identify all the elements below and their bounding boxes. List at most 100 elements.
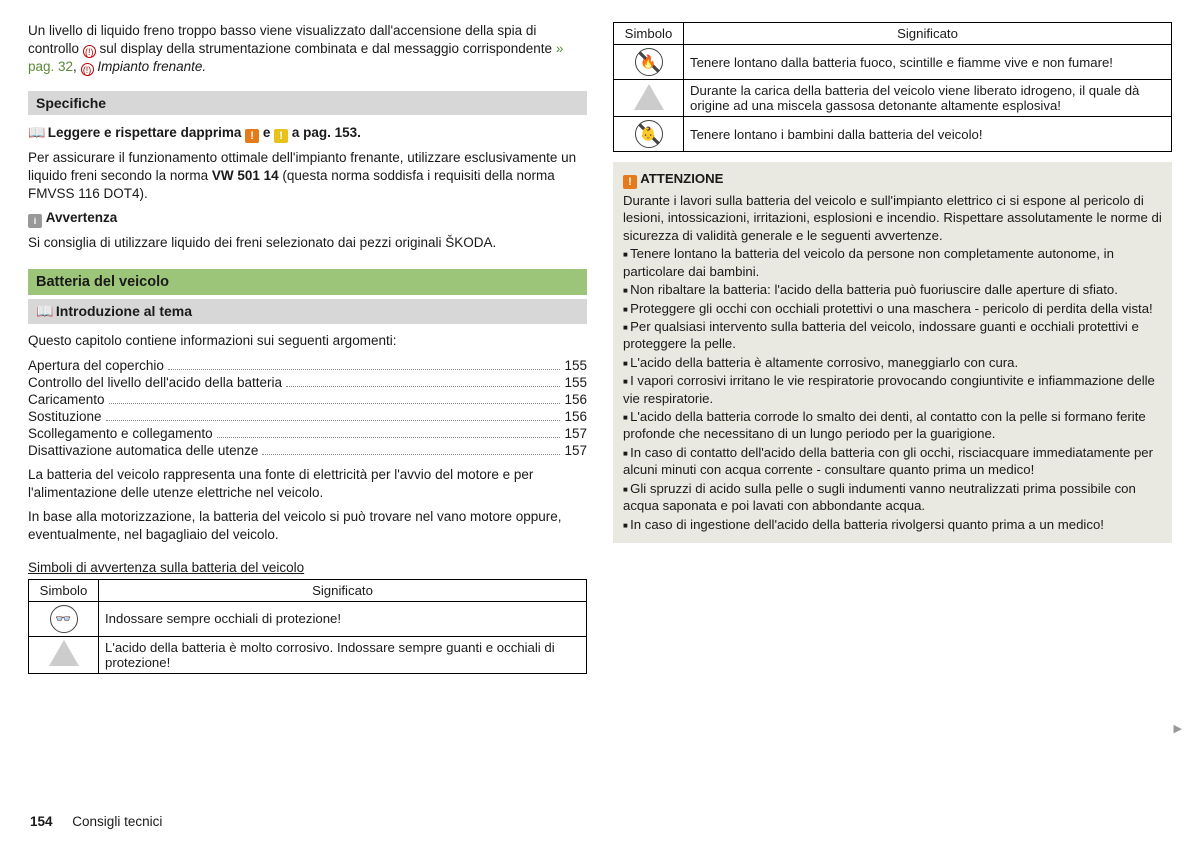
attention-bullet: Non ribaltare la batteria: l'acido della…: [623, 281, 1162, 298]
read-first-a: Leggere e rispettare dapprima: [48, 125, 245, 140]
symbol-cell: [29, 636, 99, 673]
toc-list: Apertura del coperchio 155 Controllo del l…: [28, 356, 587, 460]
attention-bullet: Per qualsiasi intervento sulla batteria …: [623, 318, 1162, 353]
th-significato: Significato: [99, 579, 587, 601]
toc-page: 157: [564, 426, 587, 441]
left-column: Un livello di liquido freno troppo basso…: [28, 22, 587, 827]
symbols-table-right: Simbolo Significato 🔥 Tenere lontano dal…: [613, 22, 1172, 152]
goggles-icon: 👓: [50, 605, 78, 633]
table-row: L'acido della batteria è molto corrosivo…: [29, 636, 587, 673]
batteria-p1: La batteria del veicolo rappresenta una …: [28, 466, 587, 502]
meaning-cell: Tenere lontano i bambini dalla batteria …: [684, 117, 1172, 152]
symbol-cell: 👓: [29, 601, 99, 636]
warn-symbols-title: Simboli di avvertenza sulla batteria del…: [28, 559, 587, 577]
brake-warning-icon: (!): [81, 63, 94, 76]
attention-bullet: Proteggere gli occhi con occhiali protet…: [623, 300, 1162, 317]
book-icon: 📖: [28, 123, 44, 142]
intro-text-b: sul display della strumentazione combina…: [100, 41, 556, 56]
warning-orange-icon: !: [623, 175, 637, 189]
intro-text-d: Impianto frenante.: [97, 59, 206, 74]
th-significato: Significato: [684, 23, 1172, 45]
attention-bullet: Gli spruzzi di acido sulla pelle o sugli…: [623, 480, 1162, 515]
toc-dots: [262, 454, 560, 455]
specifiche-heading: Specifiche: [28, 91, 587, 115]
toc-label: Controllo del livello dell'acido della b…: [28, 375, 282, 390]
no-children-icon: 👶: [635, 120, 663, 148]
right-column: Simbolo Significato 🔥 Tenere lontano dal…: [613, 22, 1172, 827]
batteria-heading: Batteria del veicolo: [28, 269, 587, 295]
warning-yellow-icon: !: [274, 129, 288, 143]
attention-head: ATTENZIONE: [640, 171, 723, 186]
intro-paragraph: Un livello di liquido freno troppo basso…: [28, 22, 587, 77]
table-row: 👓 Indossare sempre occhiali di protezion…: [29, 601, 587, 636]
warning-orange-icon: !: [245, 129, 259, 143]
spec-standard: VW 501 14: [212, 168, 279, 183]
toc-row[interactable]: Disattivazione automatica delle utenze 15…: [28, 443, 587, 458]
read-first-line: 📖 Leggere e rispettare dapprima ! e ! a …: [28, 123, 587, 143]
read-first-c: a pag. 153.: [292, 125, 361, 140]
toc-row[interactable]: Caricamento 156: [28, 392, 587, 407]
th-simbolo: Simbolo: [29, 579, 99, 601]
toc-label: Sostituzione: [28, 409, 102, 424]
page-footer: 154 Consigli tecnici: [30, 814, 162, 829]
page-number: 154: [30, 814, 53, 829]
batteria-p2: In base alla motorizzazione, la batteria…: [28, 508, 587, 544]
explosion-icon: [634, 84, 664, 110]
table-row: Durante la carica della batteria del vei…: [614, 80, 1172, 117]
attention-intro: Durante i lavori sulla batteria del veic…: [623, 192, 1162, 244]
avvertenza-head: Avvertenza: [46, 210, 118, 225]
toc-dots: [286, 386, 560, 387]
meaning-cell: Tenere lontano dalla batteria fuoco, sci…: [684, 45, 1172, 80]
toc-dots: [168, 369, 561, 370]
attention-bullet: Tenere lontano la batteria del veicolo d…: [623, 245, 1162, 280]
meaning-cell: L'acido della batteria è molto corrosivo…: [99, 636, 587, 673]
symbol-cell: [614, 80, 684, 117]
attention-bullet: In caso di contatto dell'acido della bat…: [623, 444, 1162, 479]
attention-box: ! ATTENZIONE Durante i lavori sulla batt…: [613, 162, 1172, 543]
toc-label: Apertura del coperchio: [28, 358, 164, 373]
table-row: 🔥 Tenere lontano dalla batteria fuoco, s…: [614, 45, 1172, 80]
info-icon: i: [28, 214, 42, 228]
toc-page: 157: [564, 443, 587, 458]
meaning-cell: Indossare sempre occhiali di protezione!: [99, 601, 587, 636]
brake-warning-icon: (!): [83, 45, 96, 58]
toc-row[interactable]: Controllo del livello dell'acido della b…: [28, 375, 587, 390]
attention-bullet: In caso di ingestione dell'acido della b…: [623, 516, 1162, 533]
attention-bullets: Tenere lontano la batteria del veicolo d…: [623, 245, 1162, 533]
toc-label: Caricamento: [28, 392, 105, 407]
introduzione-title: Introduzione al tema: [56, 303, 192, 319]
toc-row[interactable]: Sostituzione 156: [28, 409, 587, 424]
corrosive-icon: [49, 640, 79, 666]
attention-bullet: L'acido della batteria è altamente corro…: [623, 354, 1162, 371]
section-title: Consigli tecnici: [72, 814, 162, 829]
attention-head-line: ! ATTENZIONE: [623, 170, 1162, 189]
continue-arrow-icon: ▶: [1174, 722, 1182, 735]
specifiche-paragraph: Per assicurare il funzionamento ottimale…: [28, 149, 587, 204]
read-first-b: e: [263, 125, 274, 140]
toc-dots: [109, 403, 561, 404]
attention-bullet: I vapori corrosivi irritano le vie respi…: [623, 372, 1162, 407]
avvertenza-head-line: i Avvertenza: [28, 209, 587, 228]
toc-page: 156: [564, 392, 587, 407]
avvertenza-text: Si consiglia di utilizzare liquido dei f…: [28, 234, 587, 252]
meaning-cell: Durante la carica della batteria del vei…: [684, 80, 1172, 117]
toc-row[interactable]: Scollegamento e collegamento 157: [28, 426, 587, 441]
book-icon: 📖: [36, 303, 52, 320]
toc-dots: [106, 420, 561, 421]
toc-dots: [217, 437, 561, 438]
no-fire-icon: 🔥: [635, 48, 663, 76]
attention-bullet: L'acido della batteria corrode lo smalto…: [623, 408, 1162, 443]
toc-label: Scollegamento e collegamento: [28, 426, 213, 441]
toc-page: 155: [564, 375, 587, 390]
symbols-table-left: Simbolo Significato 👓 Indossare sempre o…: [28, 579, 587, 674]
symbol-cell: 🔥: [614, 45, 684, 80]
introduzione-heading: 📖 Introduzione al tema: [28, 299, 587, 324]
toc-label: Disattivazione automatica delle utenze: [28, 443, 258, 458]
chapter-intro: Questo capitolo contiene informazioni su…: [28, 332, 587, 350]
table-row: 👶 Tenere lontano i bambini dalla batteri…: [614, 117, 1172, 152]
toc-page: 155: [564, 358, 587, 373]
toc-row[interactable]: Apertura del coperchio 155: [28, 358, 587, 373]
intro-text-comma: ,: [73, 59, 81, 74]
toc-page: 156: [564, 409, 587, 424]
th-simbolo: Simbolo: [614, 23, 684, 45]
